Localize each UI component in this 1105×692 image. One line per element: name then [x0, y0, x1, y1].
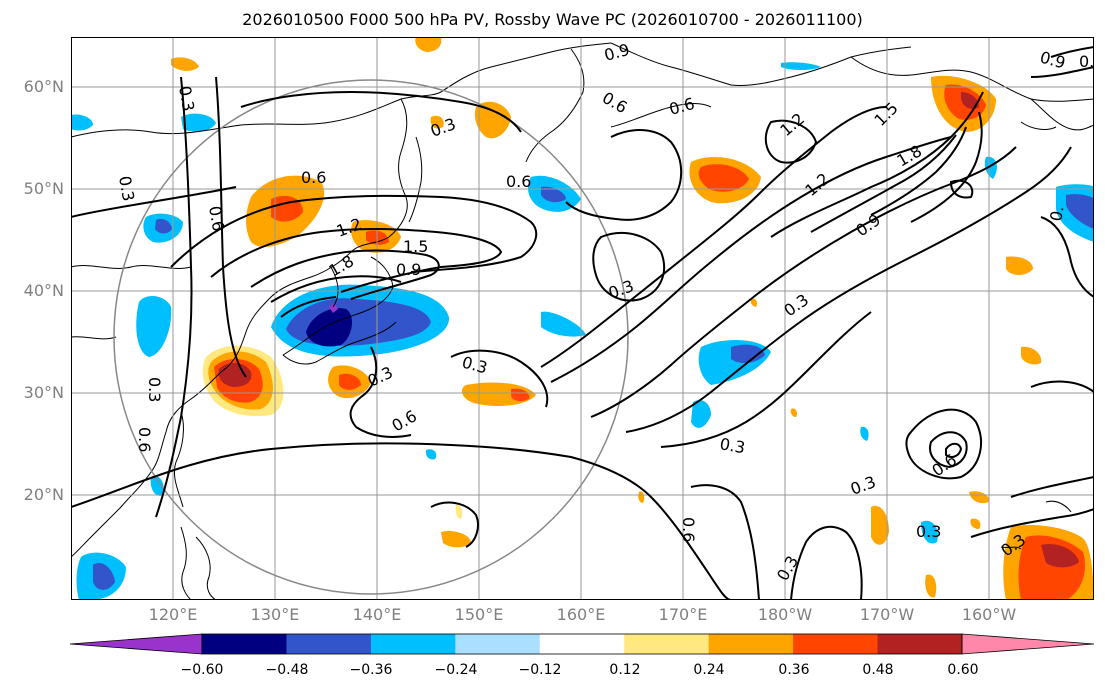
colorbar-segments [69, 633, 1095, 655]
gridlines [71, 37, 1094, 600]
contour-label: 0.3 [175, 84, 198, 112]
lon-label: 160°E [556, 605, 606, 624]
contour-label: 0.6 [135, 427, 154, 452]
colorbar-tick: −0.36 [349, 662, 393, 678]
colorbar-segment [455, 634, 541, 654]
contour-label: 0.6 [301, 168, 326, 187]
contour-label: 0.3 [115, 174, 138, 202]
pv-contours [71, 46, 1094, 600]
lon-label: 170°W [859, 605, 915, 624]
contour-label: 0. [1046, 204, 1067, 222]
colorbar [69, 633, 1095, 655]
colorbar-segment [624, 634, 710, 654]
colorbar-tick: −0.24 [434, 662, 478, 678]
contour-label: 0.3 [145, 377, 164, 402]
reference-circle [113, 79, 629, 595]
colorbar-segment [877, 634, 963, 654]
colorbar-tick: 0.60 [947, 662, 979, 678]
lat-label: 40°N [23, 281, 64, 300]
lon-label: 130°E [250, 605, 300, 624]
contour-label: 0.6 [679, 517, 698, 542]
colorbar-tick: −0.48 [265, 662, 309, 678]
colorbar-segment [539, 634, 625, 654]
coastlines [71, 42, 1094, 600]
colorbar-tick: 0.12 [609, 662, 641, 678]
lat-label: 30°N [23, 383, 64, 402]
lon-label: 180°W [757, 605, 813, 624]
lon-label: 120°E [148, 605, 198, 624]
contour-label: 1.5 [403, 237, 428, 256]
colorbar-frame [201, 633, 963, 655]
contour-label: 0.6 [205, 204, 228, 232]
colorbar-tick: −0.60 [180, 662, 224, 678]
colorbar-extend-low [69, 633, 203, 655]
colorbar-segment [370, 634, 456, 654]
lon-label: 160°W [961, 605, 1017, 624]
colorbar-tick: 0.48 [862, 662, 894, 678]
contour-label: 0.9 [396, 260, 421, 279]
colorbar-extend-high [961, 633, 1095, 655]
map-frame [71, 37, 1094, 600]
colorbar-tick: −0.12 [518, 662, 562, 678]
lon-label: 170°E [658, 605, 708, 624]
contour-label: 0. [1079, 52, 1094, 71]
contour-label: 0.6 [506, 172, 531, 191]
lat-label: 50°N [23, 179, 64, 198]
colorbar-tick: 0.24 [693, 662, 725, 678]
lat-label: 60°N [23, 77, 64, 96]
colorbar-segment [286, 634, 372, 654]
colorbar-tick: 0.36 [778, 662, 810, 678]
contour-label: 0.3 [916, 522, 941, 541]
pv-anomaly-shading [71, 37, 1094, 600]
colorbar-segment [793, 634, 879, 654]
colorbar-segment [202, 634, 287, 654]
map-plot: 0.3 0.3 0.6 0.6 0.3 0.9 0.6 0.6 0.6 1.2 … [71, 37, 1094, 600]
lon-label: 150°E [454, 605, 504, 624]
colorbar-segment [708, 634, 794, 654]
contour-label: 0.3 [718, 434, 746, 457]
lat-label: 20°N [23, 485, 64, 504]
map-title: 2026010500 F000 500 hPa PV, Rossby Wave … [242, 10, 863, 29]
lon-label: 140°E [352, 605, 402, 624]
